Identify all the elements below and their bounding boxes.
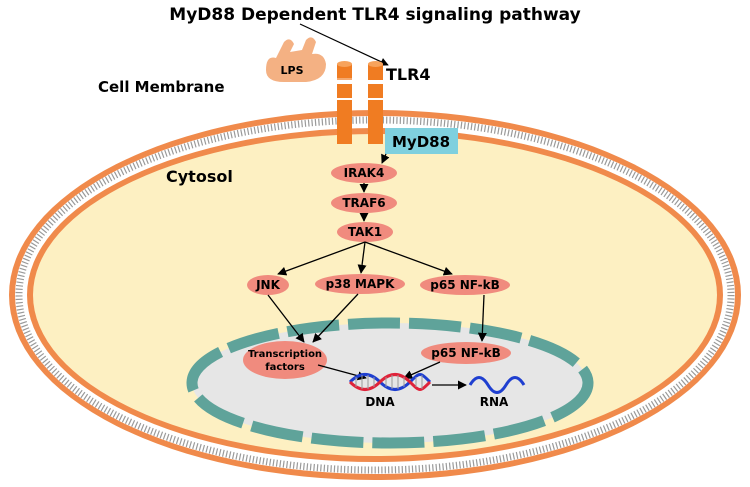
tlr4-label: TLR4 <box>386 65 431 84</box>
arrow-myd88-irak4 <box>381 153 390 164</box>
arrow-p38-tf <box>312 293 359 343</box>
cell-membrane-label: Cell Membrane <box>98 78 225 96</box>
tf-label-line2: factors <box>265 362 305 373</box>
arrow-tak1-p38 <box>357 241 367 274</box>
myd88-label: MyD88 <box>392 133 450 151</box>
node-irak4: IRAK4 <box>331 163 397 183</box>
traf6-label: TRAF6 <box>342 196 385 210</box>
nucleus <box>186 317 594 449</box>
myd88-box: MyD88 <box>385 128 458 154</box>
dna-label: DNA <box>365 395 395 409</box>
nuclear-envelope <box>186 317 594 449</box>
arrow-tak1-p65 <box>364 241 453 276</box>
node-p38-mapk: p38 MAPK <box>315 274 405 294</box>
lps-molecule: LPS <box>266 37 326 82</box>
diagram-title: MyD88 Dependent TLR4 signaling pathway <box>169 5 580 25</box>
node-tak1: TAK1 <box>337 222 393 242</box>
cytosol-label: Cytosol <box>166 167 233 186</box>
irak4-label: IRAK4 <box>344 166 385 180</box>
pathway-arrows <box>267 153 487 390</box>
rna-strand: RNA <box>468 376 526 409</box>
tak1-label: TAK1 <box>348 225 382 239</box>
lps-label: LPS <box>281 64 304 77</box>
rna-label: RNA <box>480 395 509 409</box>
arrow-jnk-tf <box>267 294 305 343</box>
jnk-label: JNK <box>255 278 281 292</box>
node-jnk: JNK <box>247 275 289 295</box>
node-p65-nfkb-cytosol: p65 NF-kB <box>420 275 510 295</box>
title-pointer-arrow <box>299 23 389 66</box>
dna-helix: DNA <box>348 373 432 409</box>
p65-nucleus-label: p65 NF-kB <box>431 346 500 360</box>
node-transcription-factors: Transcription factors <box>243 341 327 379</box>
arrow-p65-nucleus <box>477 294 487 342</box>
tlr4-left-column <box>337 61 352 144</box>
tlr4-right-column <box>368 61 383 144</box>
p65-cytosol-label: p65 NF-kB <box>430 278 499 292</box>
tlr4-receptor: TLR4 <box>337 61 431 144</box>
node-traf6: TRAF6 <box>331 193 397 213</box>
arrow-tak1-jnk <box>277 241 366 276</box>
arrow-p65-dna <box>403 361 441 379</box>
tf-label-line1: Transcription <box>248 349 322 360</box>
p38-label: p38 MAPK <box>326 277 395 291</box>
node-p65-nfkb-nucleus: p65 NF-kB <box>421 342 511 364</box>
